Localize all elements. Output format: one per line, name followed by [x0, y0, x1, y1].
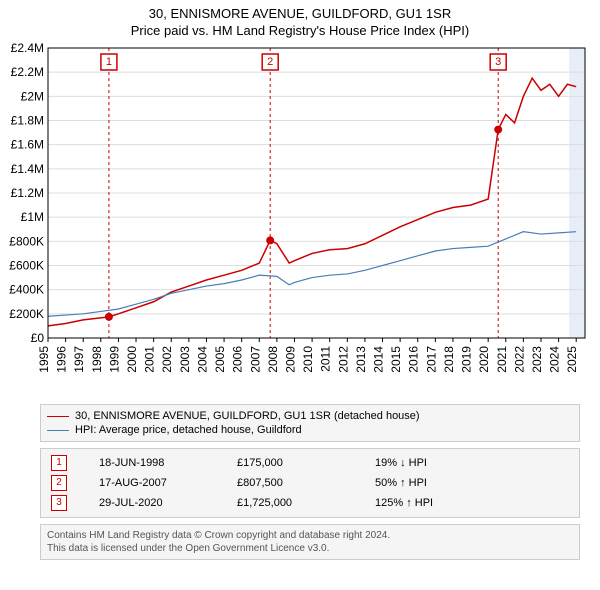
- legend-swatch: [47, 416, 69, 417]
- table-row: 1 18-JUN-1998£175,00019% ↓ HPI: [47, 453, 573, 473]
- table-row: 2 17-AUG-2007£807,50050% ↑ HPI: [47, 473, 573, 493]
- x-tick-label: 2010: [301, 346, 315, 373]
- x-tick-label: 2005: [213, 346, 227, 373]
- sale-price: £175,000: [233, 453, 371, 473]
- y-tick-label: £2M: [21, 89, 44, 103]
- x-tick-label: 1997: [72, 346, 86, 373]
- x-tick-label: 2008: [266, 346, 280, 373]
- x-tick-label: 2003: [178, 346, 192, 373]
- x-tick-label: 2021: [495, 346, 509, 373]
- attrib-line1: Contains HM Land Registry data © Crown c…: [47, 529, 573, 542]
- line-chart: £0 £200K £400K £600K £800K £1M £1.2M £1.4M £1.6M…: [0, 38, 600, 398]
- y-tick-label: £200K: [9, 307, 44, 321]
- x-tick-label: 2022: [512, 346, 526, 373]
- x-tick-label: 2023: [530, 346, 544, 373]
- sale-price: £807,500: [233, 473, 371, 493]
- sale-diff: 125% ↑ HPI: [371, 493, 573, 513]
- y-tick-label: £1.8M: [11, 114, 44, 128]
- x-tick-label: 2011: [319, 346, 333, 372]
- title-block: 30, ENNISMORE AVENUE, GUILDFORD, GU1 1SR…: [0, 0, 600, 38]
- sales-table-box: 1 18-JUN-1998£175,00019% ↓ HPI 2 17-AUG-200…: [40, 448, 580, 518]
- sale-marker-cell: 3: [51, 495, 67, 511]
- y-tick-label: £2.4M: [11, 41, 44, 55]
- x-tick-label: 2001: [143, 346, 157, 373]
- sale-marker-label: 3: [495, 56, 501, 68]
- sale-marker-label: 2: [267, 56, 273, 68]
- title-main: 30, ENNISMORE AVENUE, GUILDFORD, GU1 1SR: [0, 6, 600, 21]
- y-tick-label: £400K: [9, 283, 44, 297]
- x-tick-label: 2006: [231, 346, 245, 373]
- y-tick-label: £0: [31, 331, 45, 345]
- x-tick-label: 2012: [336, 346, 350, 373]
- x-tick-label: 2000: [125, 346, 139, 373]
- y-tick-label: £1M: [21, 210, 44, 224]
- y-tick-label: £1.2M: [11, 186, 44, 200]
- legend-box: 30, ENNISMORE AVENUE, GUILDFORD, GU1 1SR…: [40, 404, 580, 442]
- x-tick-label: 2018: [442, 346, 456, 373]
- y-tick-label: £1.6M: [11, 138, 44, 152]
- x-tick-label: 2013: [354, 346, 368, 373]
- sale-date: 29-JUL-2020: [95, 493, 233, 513]
- y-tick-label: £600K: [9, 259, 44, 273]
- x-tick-label: 1996: [55, 346, 69, 373]
- legend-item: HPI: Average price, detached house, Guil…: [47, 423, 573, 437]
- x-tick-label: 2019: [460, 346, 474, 373]
- x-tick-label: 2024: [548, 346, 562, 373]
- sale-date: 18-JUN-1998: [95, 453, 233, 473]
- attribution-box: Contains HM Land Registry data © Crown c…: [40, 524, 580, 560]
- y-tick-label: £800K: [9, 234, 44, 248]
- x-tick-label: 2002: [160, 346, 174, 373]
- sale-marker-label: 1: [106, 56, 112, 68]
- sale-price: £1,725,000: [233, 493, 371, 513]
- x-tick-label: 1998: [90, 346, 104, 373]
- title-sub: Price paid vs. HM Land Registry's House …: [0, 23, 600, 38]
- x-tick-label: 2020: [477, 346, 491, 373]
- x-tick-label: 2015: [389, 346, 403, 373]
- x-tick-label: 2007: [248, 346, 262, 373]
- legend-swatch: [47, 430, 69, 431]
- attrib-line2: This data is licensed under the Open Gov…: [47, 542, 573, 555]
- table-row: 3 29-JUL-2020£1,725,000125% ↑ HPI: [47, 493, 573, 513]
- x-tick-label: 2016: [407, 346, 421, 373]
- sale-marker-cell: 2: [51, 475, 67, 491]
- sale-diff: 50% ↑ HPI: [371, 473, 573, 493]
- legend-item: 30, ENNISMORE AVENUE, GUILDFORD, GU1 1SR…: [47, 409, 573, 423]
- chart-container: 30, ENNISMORE AVENUE, GUILDFORD, GU1 1SR…: [0, 0, 600, 560]
- x-tick-label: 2025: [565, 346, 579, 373]
- sales-table: 1 18-JUN-1998£175,00019% ↓ HPI 2 17-AUG-200…: [47, 453, 573, 513]
- y-tick-label: £2.2M: [11, 65, 44, 79]
- x-tick-label: 2014: [372, 346, 386, 373]
- sale-diff: 19% ↓ HPI: [371, 453, 573, 473]
- sale-marker-cell: 1: [51, 455, 67, 471]
- y-tick-label: £1.4M: [11, 162, 44, 176]
- legend-label: HPI: Average price, detached house, Guil…: [75, 424, 302, 436]
- x-tick-label: 1995: [37, 346, 51, 373]
- x-tick-label: 2009: [283, 346, 297, 373]
- x-tick-label: 1999: [107, 346, 121, 373]
- sale-date: 17-AUG-2007: [95, 473, 233, 493]
- legend-label: 30, ENNISMORE AVENUE, GUILDFORD, GU1 1SR…: [75, 410, 420, 422]
- x-tick-label: 2004: [195, 346, 209, 373]
- x-tick-label: 2017: [424, 346, 438, 373]
